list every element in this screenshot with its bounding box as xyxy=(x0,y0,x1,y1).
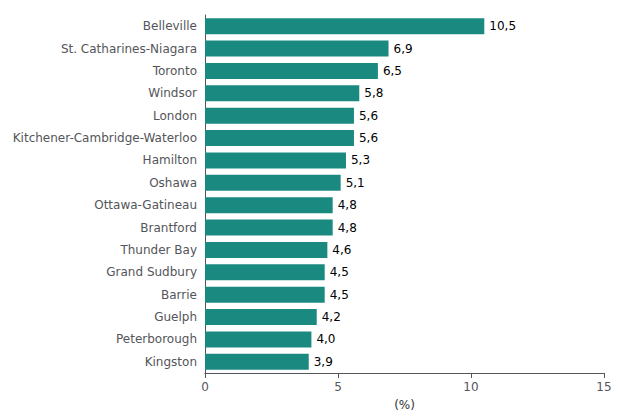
svg-text:5,6: 5,6 xyxy=(359,109,378,123)
svg-text:6,9: 6,9 xyxy=(394,42,413,56)
svg-text:Toronto: Toronto xyxy=(152,64,197,78)
svg-text:4,5: 4,5 xyxy=(330,265,349,279)
svg-text:4,0: 4,0 xyxy=(316,332,335,346)
svg-text:6,5: 6,5 xyxy=(383,64,402,78)
svg-text:Peterborough: Peterborough xyxy=(116,332,197,346)
svg-text:London: London xyxy=(153,109,197,123)
svg-text:Guelph: Guelph xyxy=(154,310,197,324)
svg-text:5,1: 5,1 xyxy=(346,176,365,190)
svg-text:4,2: 4,2 xyxy=(322,310,341,324)
svg-text:5,6: 5,6 xyxy=(359,131,378,145)
svg-text:Grand Sudbury: Grand Sudbury xyxy=(106,265,197,279)
svg-text:0: 0 xyxy=(201,380,209,394)
svg-text:10,5: 10,5 xyxy=(489,19,516,33)
svg-text:4,6: 4,6 xyxy=(332,243,351,257)
svg-text:Kitchener-Cambridge-Waterloo: Kitchener-Cambridge-Waterloo xyxy=(13,131,197,145)
svg-text:5,3: 5,3 xyxy=(351,153,370,167)
svg-text:St. Catharines-Niagara: St. Catharines-Niagara xyxy=(61,42,197,56)
svg-text:4,5: 4,5 xyxy=(330,288,349,302)
svg-text:4,8: 4,8 xyxy=(338,198,357,212)
svg-text:Belleville: Belleville xyxy=(143,19,197,33)
svg-text:Windsor: Windsor xyxy=(148,86,197,100)
svg-text:Oshawa: Oshawa xyxy=(149,176,197,190)
svg-text:Hamilton: Hamilton xyxy=(143,153,197,167)
svg-text:3,9: 3,9 xyxy=(314,355,333,369)
svg-text:Ottawa-Gatineau: Ottawa-Gatineau xyxy=(94,198,197,212)
svg-text:5,8: 5,8 xyxy=(364,86,383,100)
svg-text:Thunder Bay: Thunder Bay xyxy=(119,243,197,257)
svg-text:Kingston: Kingston xyxy=(145,355,197,369)
svg-text:10: 10 xyxy=(463,380,478,394)
svg-text:Brantford: Brantford xyxy=(140,221,197,235)
svg-text:15: 15 xyxy=(596,380,611,394)
svg-text:4,8: 4,8 xyxy=(338,221,357,235)
svg-text:(%): (%) xyxy=(394,398,415,412)
svg-text:Barrie: Barrie xyxy=(161,288,197,302)
svg-text:5: 5 xyxy=(334,380,342,394)
